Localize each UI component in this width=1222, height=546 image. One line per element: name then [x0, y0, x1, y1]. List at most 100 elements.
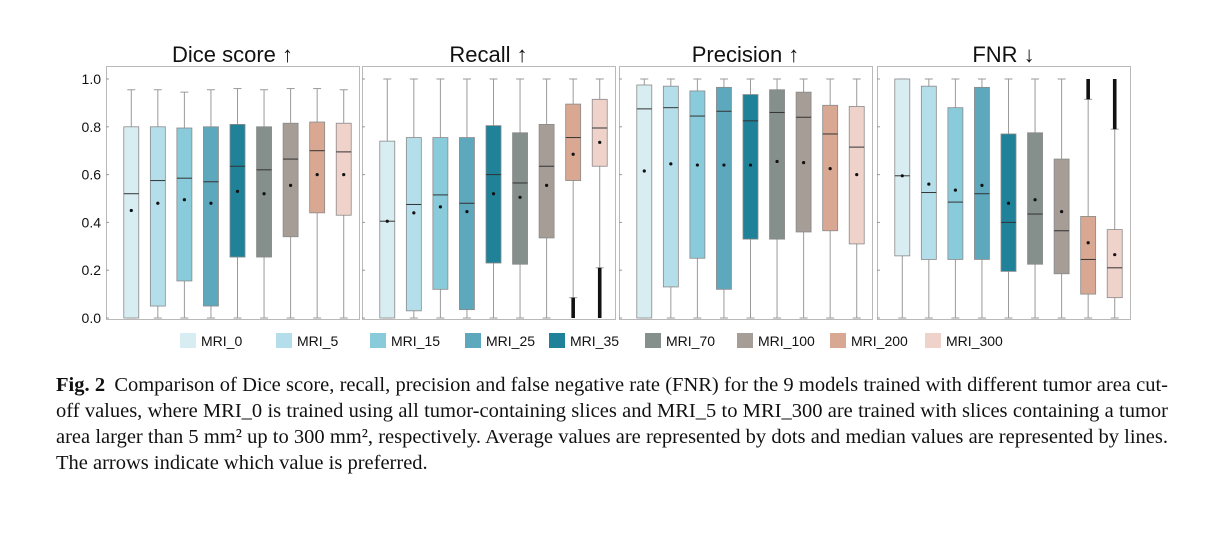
- outlier-points: [1086, 79, 1090, 100]
- panel-title: Precision ↑: [692, 42, 800, 67]
- box-MRI_25: [974, 86, 990, 260]
- legend-swatch-MRI_35: [549, 333, 565, 348]
- mean-dot: [235, 189, 240, 193]
- box-MRI_5: [405, 137, 422, 312]
- panel-title: FNR ↓: [972, 42, 1034, 67]
- legend-label: MRI_5: [297, 333, 338, 349]
- mean-dot: [412, 211, 416, 215]
- caption-label: Fig. 2: [56, 374, 106, 396]
- box-MRI_300: [1106, 229, 1123, 299]
- mean-dot: [1060, 210, 1064, 214]
- box-MRI_300: [335, 122, 352, 216]
- mean-dot: [802, 161, 806, 165]
- box-MRI_5: [662, 85, 679, 288]
- y-tick-label: 0.2: [82, 262, 102, 278]
- panel-frame: [106, 66, 360, 320]
- box-MRI_0: [379, 140, 396, 319]
- box-MRI_5: [149, 126, 166, 307]
- box-MRI_200: [1080, 216, 1097, 295]
- box-MRI_100: [282, 122, 299, 238]
- mean-dot: [695, 163, 699, 167]
- legend-label: MRI_35: [570, 333, 619, 349]
- y-tick-label: 0.0: [82, 310, 102, 326]
- legend-swatch-MRI_5: [276, 333, 292, 348]
- box-MRI_200: [309, 121, 326, 214]
- legend-swatch-MRI_200: [830, 333, 846, 348]
- box-MRI_25: [716, 86, 732, 290]
- mean-dot: [900, 174, 904, 178]
- legend-swatch-MRI_25: [465, 333, 481, 348]
- mean-dot: [669, 162, 673, 166]
- mean-dot: [1033, 198, 1037, 202]
- mean-dot: [385, 219, 389, 223]
- panel-title: Recall ↑: [449, 42, 527, 67]
- box-MRI_0: [636, 84, 653, 319]
- legend-swatch-MRI_100: [737, 333, 753, 348]
- figure-caption: Fig. 2 Comparison of Dice score, recall,…: [56, 372, 1168, 476]
- legend-label: MRI_15: [391, 333, 440, 349]
- mean-dot: [182, 198, 186, 202]
- mean-dot: [342, 173, 346, 177]
- mean-dot: [1086, 241, 1090, 245]
- legend-swatch-MRI_15: [370, 333, 386, 348]
- mean-dot: [262, 192, 266, 196]
- mean-dot: [1006, 201, 1011, 205]
- mean-dot: [642, 169, 646, 173]
- box-MRI_15: [432, 137, 449, 290]
- mean-dot: [545, 183, 549, 187]
- box-MRI_15: [176, 127, 193, 282]
- mean-dot: [775, 159, 779, 164]
- box-MRI_25: [459, 137, 475, 311]
- legend-label: MRI_0: [201, 333, 242, 349]
- mean-dot: [129, 208, 133, 213]
- mean-dot: [828, 167, 832, 171]
- panel-frame: [877, 66, 1131, 320]
- box-MRI_15: [689, 90, 706, 259]
- mean-dot: [465, 210, 469, 214]
- box-MRI_70: [769, 89, 785, 240]
- y-tick-label: 0.4: [82, 214, 102, 230]
- box-MRI_35: [742, 94, 759, 240]
- box-MRI_0: [894, 78, 911, 257]
- box-MRI_0: [123, 126, 140, 319]
- box-plot-figure: 0.0 0.2 0.4 0.6 0.8 1.0 Dice score ↑ Recall ↑ Pr…: [82, 42, 1131, 349]
- panel-title: Dice score ↑: [172, 42, 293, 67]
- mean-dot: [722, 163, 726, 167]
- legend-swatch-MRI_300: [925, 333, 941, 348]
- legend-label: MRI_25: [486, 333, 535, 349]
- y-tick-label: 0.6: [82, 167, 102, 183]
- box-MRI_5: [920, 85, 937, 260]
- box-MRI_15: [947, 107, 964, 260]
- legend-swatch-MRI_70: [645, 333, 661, 348]
- legend-label: MRI_200: [851, 333, 908, 349]
- panel-frame: [362, 66, 616, 320]
- legend-label: MRI_70: [666, 333, 715, 349]
- panel-frame: [619, 66, 873, 320]
- y-tick-label: 1.0: [82, 71, 102, 87]
- mean-dot: [927, 182, 931, 186]
- mean-dot: [571, 152, 575, 156]
- mean-dot: [980, 183, 984, 187]
- outlier-points: [597, 267, 602, 318]
- box-MRI_25: [203, 126, 219, 307]
- mean-dot: [1113, 253, 1117, 257]
- outlier-points: [1112, 79, 1117, 130]
- caption-text: Comparison of Dice score, recall, precis…: [56, 374, 1169, 474]
- legend-swatch-MRI_0: [180, 333, 196, 348]
- box-MRI_100: [1053, 158, 1070, 275]
- box-MRI_100: [538, 124, 555, 239]
- mean-dot: [289, 183, 293, 187]
- box-MRI_200: [565, 103, 582, 181]
- mean-dot: [953, 188, 957, 192]
- mean-dot: [491, 192, 496, 196]
- mean-dot: [209, 201, 213, 205]
- outlier-points: [571, 297, 575, 318]
- mean-dot: [518, 195, 522, 199]
- mean-dot: [315, 173, 319, 177]
- box-MRI_300: [591, 98, 608, 167]
- mean-dot: [156, 201, 160, 205]
- box-MRI_70: [256, 126, 272, 258]
- legend-label: MRI_100: [758, 333, 815, 349]
- y-tick-label: 0.8: [82, 119, 102, 135]
- legend-label: MRI_300: [946, 333, 1003, 349]
